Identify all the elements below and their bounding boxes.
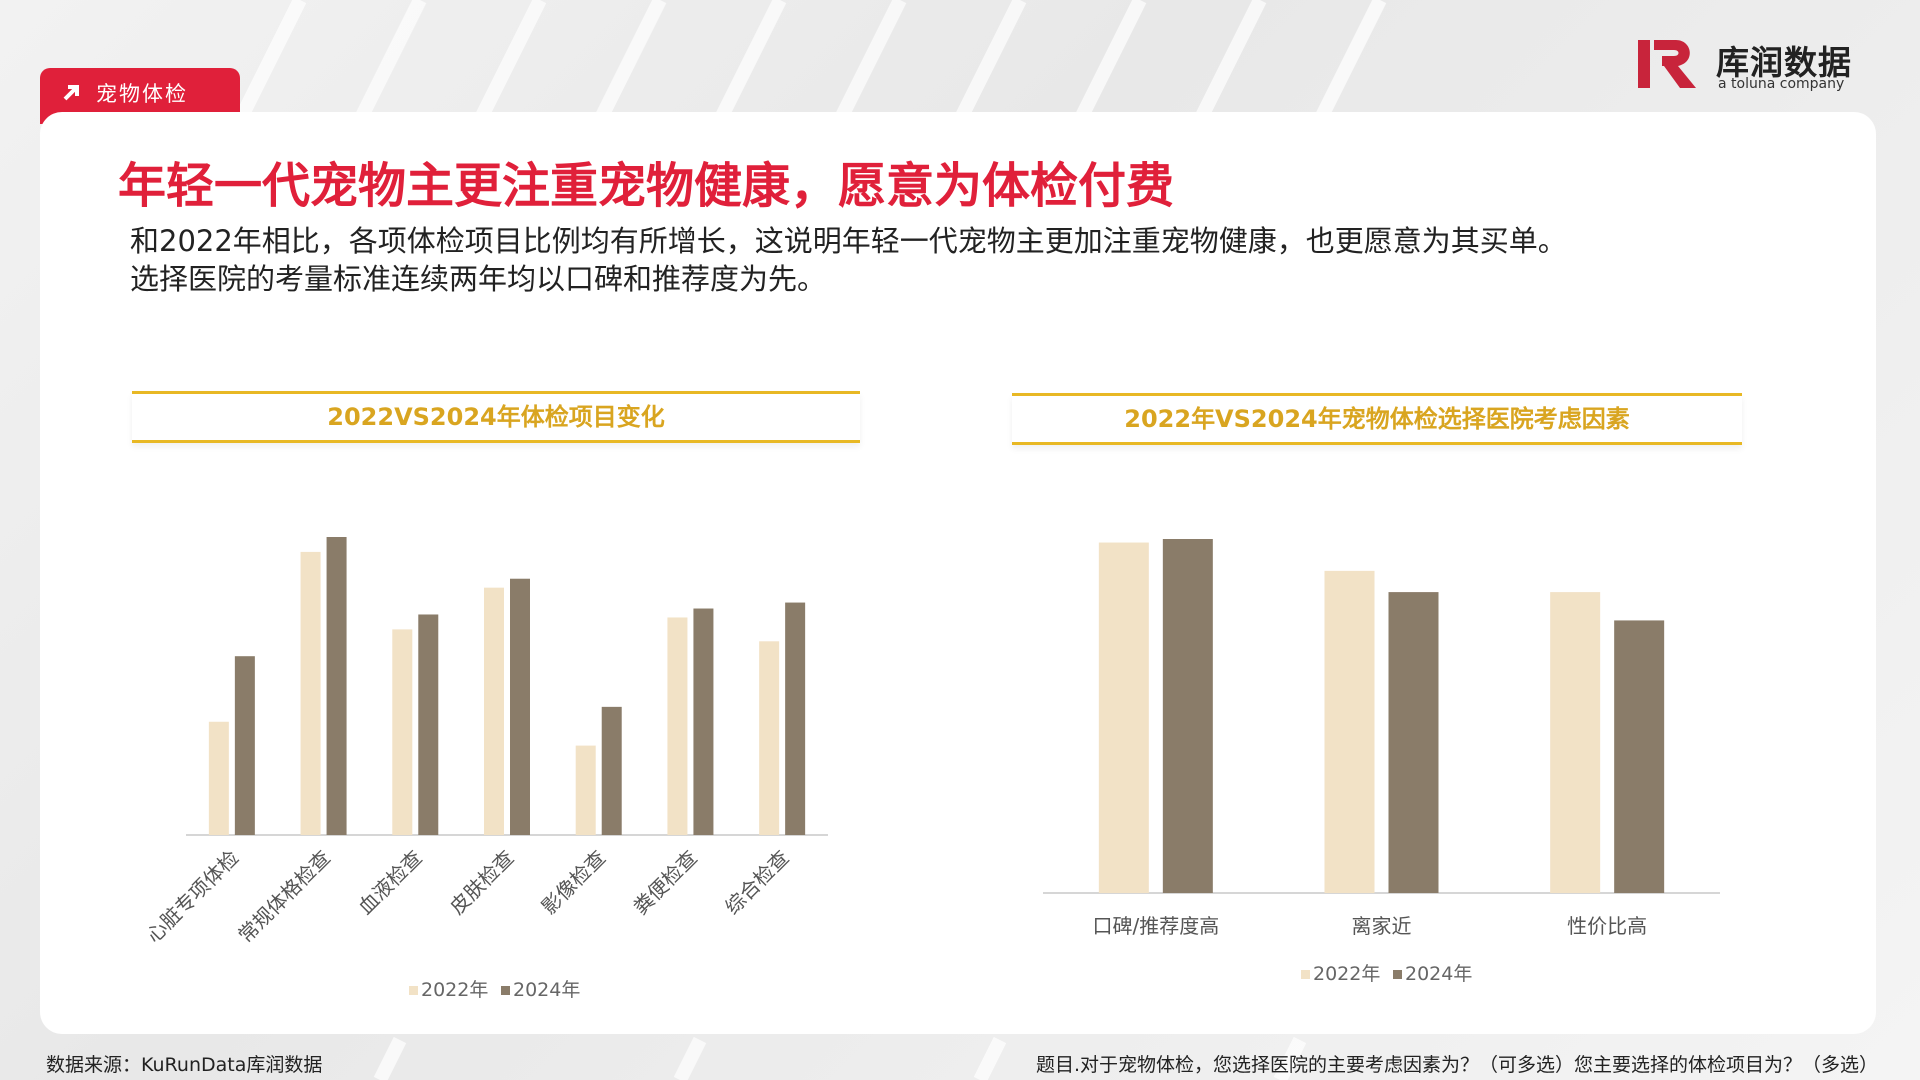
chart-2-legend-label: 2022年 (1313, 963, 1380, 985)
page-title: 年轻一代宠物主更注重宠物健康，愿意为体检付费 (118, 158, 1175, 214)
chart-1-bar (601, 706, 622, 835)
chart-1-bar (667, 617, 688, 835)
data-source: 数据来源：KuRunData库润数据 (46, 1054, 323, 1076)
chart-1-bar (510, 578, 530, 835)
chart-1-bar (392, 629, 413, 835)
chart-1-legend-swatch (501, 986, 510, 995)
chart-1-legend-swatch (409, 986, 418, 995)
chart-1-bar (418, 614, 439, 835)
arrow-up-right-icon (63, 85, 79, 101)
chart-2-title-box: 2022年VS2024年宠物体检选择医院考虑因素 (1012, 393, 1742, 445)
chart-1-legend-label: 2024年 (513, 979, 580, 1001)
chart-2-title: 2022年VS2024年宠物体检选择医院考虑因素 (1124, 405, 1630, 433)
chart-2-category-label: 性价比高 (1567, 914, 1647, 938)
chart-2-legend-label: 2024年 (1405, 963, 1472, 985)
logo-name: 库润数据 (1716, 43, 1852, 82)
subtitle-line-2: 选择医院的考量标准连续两年均以口碑和推荐度为先。 (130, 262, 827, 296)
chart-1-bar (759, 641, 780, 835)
chart-2-legend-swatch (1301, 970, 1310, 979)
page-subtitle: 和2022年相比，各项体检项目比例均有所增长，这说明年轻一代宠物主更加注重宠物健… (130, 222, 1567, 298)
chart-2-bar (1098, 542, 1149, 893)
logo-tagline: a toluna company (1718, 76, 1845, 92)
chart-1-bar (234, 656, 255, 835)
chart-2-legend-swatch (1393, 970, 1402, 979)
chart-1-legend-label: 2022年 (421, 979, 488, 1001)
chart-1-bar (208, 721, 229, 835)
subtitle-line-1: 和2022年相比，各项体检项目比例均有所增长，这说明年轻一代宠物主更加注重宠物健… (130, 224, 1567, 258)
section-tag-label: 宠物体检 (96, 82, 188, 106)
chart-1-bar (693, 608, 714, 835)
survey-question: 题目.对于宠物体检，您选择医院的主要考虑因素为？（可多选）您主要选择的体检项目为… (1035, 1054, 1878, 1076)
brand-logo: 库润数据 a toluna company (1634, 36, 1874, 96)
chart-2-bar (1162, 539, 1213, 893)
chart-2-category-label: 离家近 (1352, 914, 1412, 938)
kr-logo-icon (1638, 40, 1696, 88)
chart-1-bar (300, 551, 321, 835)
chart-2-bar (1614, 620, 1665, 893)
chart-1-title: 2022VS2024年体检项目变化 (327, 403, 665, 431)
chart-2-category-label: 口碑/推荐度高 (1092, 914, 1219, 938)
chart-1-title-box: 2022VS2024年体检项目变化 (132, 391, 860, 443)
chart-1-bar (785, 602, 806, 835)
chart-2-bar (1550, 592, 1601, 893)
chart-1-bar (575, 745, 596, 835)
chart-1-bar (484, 587, 504, 835)
chart-1-bar (326, 537, 347, 835)
chart-2-bar (1388, 592, 1439, 893)
chart-2-bar (1324, 570, 1375, 893)
